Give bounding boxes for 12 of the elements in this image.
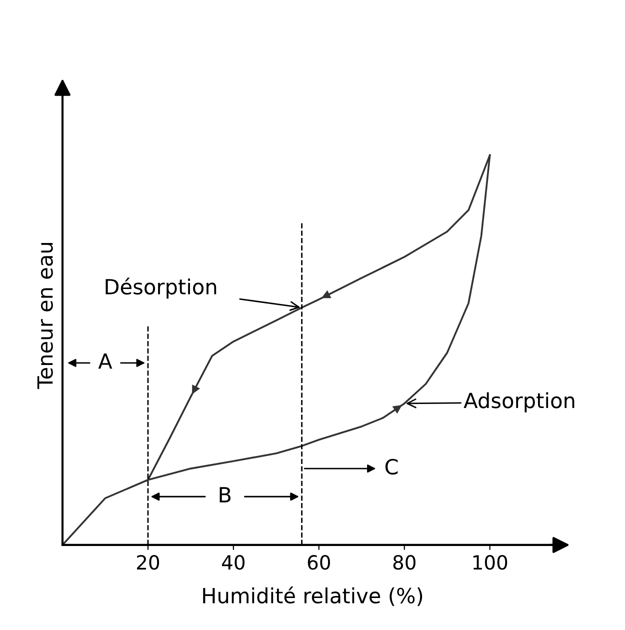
- x-tick-label: 100: [473, 555, 508, 570]
- x-tick-label: 60: [308, 555, 330, 570]
- annotation: C: [385, 458, 398, 475]
- x-tick-label: 80: [393, 555, 416, 570]
- x-axis-title: Humidité relative (%): [203, 586, 422, 606]
- annotation: Adsorption: [464, 392, 574, 412]
- annotation: Désorption: [106, 278, 216, 299]
- annotation: B: [220, 487, 231, 502]
- annotation: A: [98, 354, 112, 369]
- y-axis-title: Teneur en eau: [37, 242, 53, 389]
- x-tick-label: 20: [137, 555, 160, 570]
- x-tick-label: 40: [222, 555, 245, 570]
